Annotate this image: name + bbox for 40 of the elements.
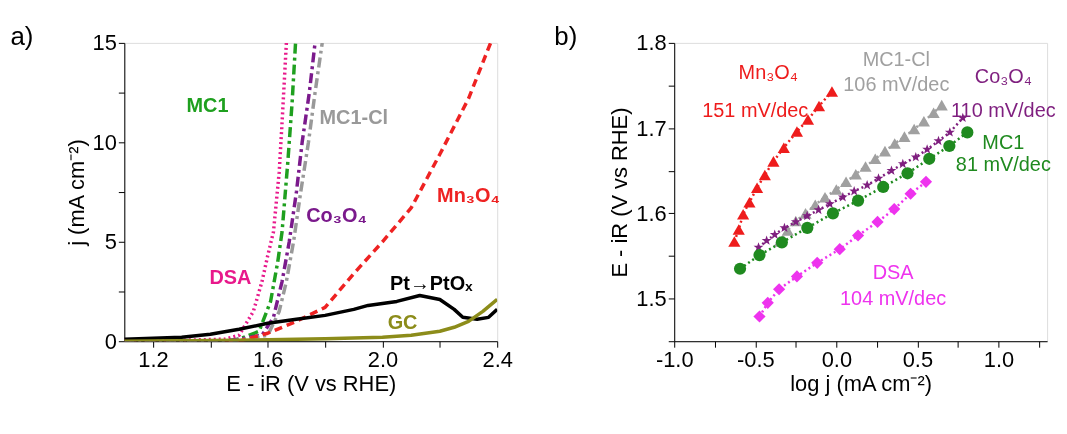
x-tick-label: 0.5: [902, 346, 934, 372]
annotation: 104 mV/dec: [840, 287, 947, 310]
series-label: Mn₃O₄: [738, 60, 798, 83]
series-label: DSA: [209, 265, 252, 288]
series-label: DSA: [872, 260, 915, 283]
x-tick-label: 1.0: [983, 346, 1015, 372]
y-tick-label: 0: [104, 328, 117, 354]
series-label: Co₃O₄: [306, 203, 367, 226]
annotation: 110 mV/dec: [951, 99, 1056, 122]
y-tick-label: 5: [104, 229, 117, 255]
series-label: Pt→PtOₓ: [390, 271, 474, 294]
x-tick-label: 2.0: [367, 346, 399, 372]
y-tick-label: 1.6: [636, 200, 667, 226]
text: MC1: [186, 94, 229, 117]
x-tick-label: 2.4: [482, 346, 513, 372]
y-tick-label: 10: [92, 129, 117, 155]
series-label: MC1-Cl: [862, 47, 931, 70]
x-tick-label: 1.6: [253, 346, 284, 372]
y-tick-label: 1.5: [636, 286, 667, 312]
series-label: Mn₃O₄: [437, 183, 500, 206]
chart-title: b): [554, 21, 578, 50]
series-label: MC1-Cl: [319, 106, 389, 129]
x-axis-title: log j (mA cm⁻²): [790, 371, 933, 397]
x-tick-label: -0.5: [736, 346, 775, 372]
series-label: MC1: [982, 130, 1025, 153]
series-label: GC: [387, 311, 418, 334]
x-axis-title: E - iR (V vs RHE): [226, 371, 397, 397]
annotation: 151 mV/dec: [702, 99, 809, 122]
y-tick-label: 15: [92, 30, 117, 56]
series-label: Co₃O₄: [974, 64, 1032, 87]
y-tick-label: 1.8: [636, 30, 667, 56]
x-tick-label: 0.0: [821, 346, 853, 372]
chart-title: a): [10, 21, 34, 50]
y-axis-title: j (mA cm⁻²): [63, 139, 89, 247]
x-tick-label: -1.0: [655, 346, 694, 372]
x-tick-label: 1.2: [138, 346, 169, 372]
annotation: 106 mV/dec: [843, 73, 950, 96]
y-axis-title: E - iR (V vs RHE): [607, 107, 633, 278]
annotation: 81 mV/dec: [955, 152, 1051, 175]
y-tick-label: 1.7: [636, 115, 667, 141]
